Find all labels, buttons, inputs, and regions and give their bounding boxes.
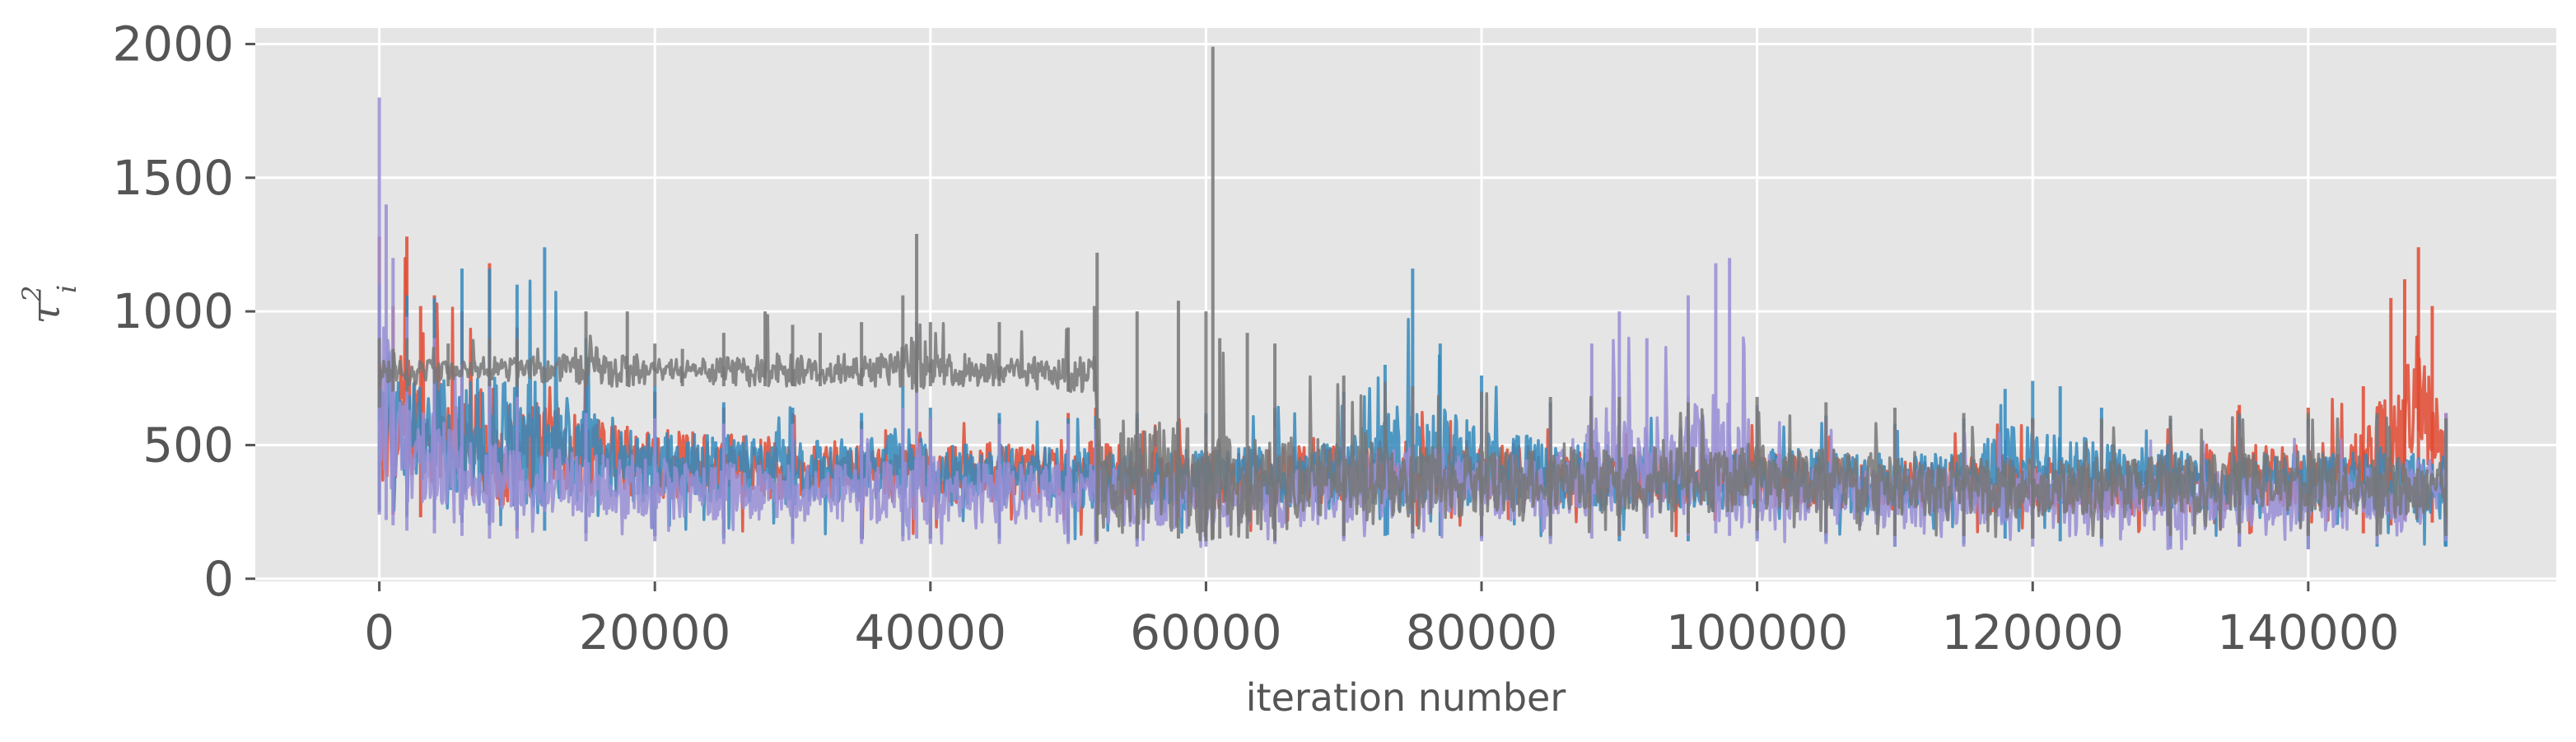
- x-tick-label: 20000: [579, 604, 731, 660]
- x-tick-label: 80000: [1406, 604, 1558, 660]
- y-axis-ticks: 0 500 1000 1500 2000: [112, 16, 255, 607]
- y-tick-label: 1500: [112, 150, 234, 206]
- svg-text:τ2: τ2: [16, 286, 69, 324]
- y-axis-label: τ2 i: [16, 285, 82, 324]
- x-axis-ticks: 0 20000 40000 60000 80000 100000 120000 140000: [364, 581, 2400, 660]
- x-tick-label: 60000: [1130, 604, 1282, 660]
- x-tick-label: 140000: [2217, 604, 2399, 660]
- y-axis-label-subscript: i: [51, 285, 82, 293]
- x-tick-label: 40000: [855, 604, 1007, 660]
- x-tick-label: 100000: [1666, 604, 1848, 660]
- y-tick-label: 500: [142, 417, 234, 473]
- x-tick-label: 120000: [1942, 604, 2124, 660]
- x-tick-label: 0: [364, 604, 394, 660]
- y-tick-label: 1000: [112, 283, 234, 339]
- series-layer: [377, 46, 2448, 551]
- y-axis-label-symbol: τ: [23, 301, 69, 324]
- y-axis-label-superscript: 2: [16, 286, 48, 303]
- x-axis-label: iteration number: [1246, 675, 1566, 720]
- y-tick-label: 0: [203, 551, 234, 607]
- y-tick-label: 2000: [112, 16, 234, 72]
